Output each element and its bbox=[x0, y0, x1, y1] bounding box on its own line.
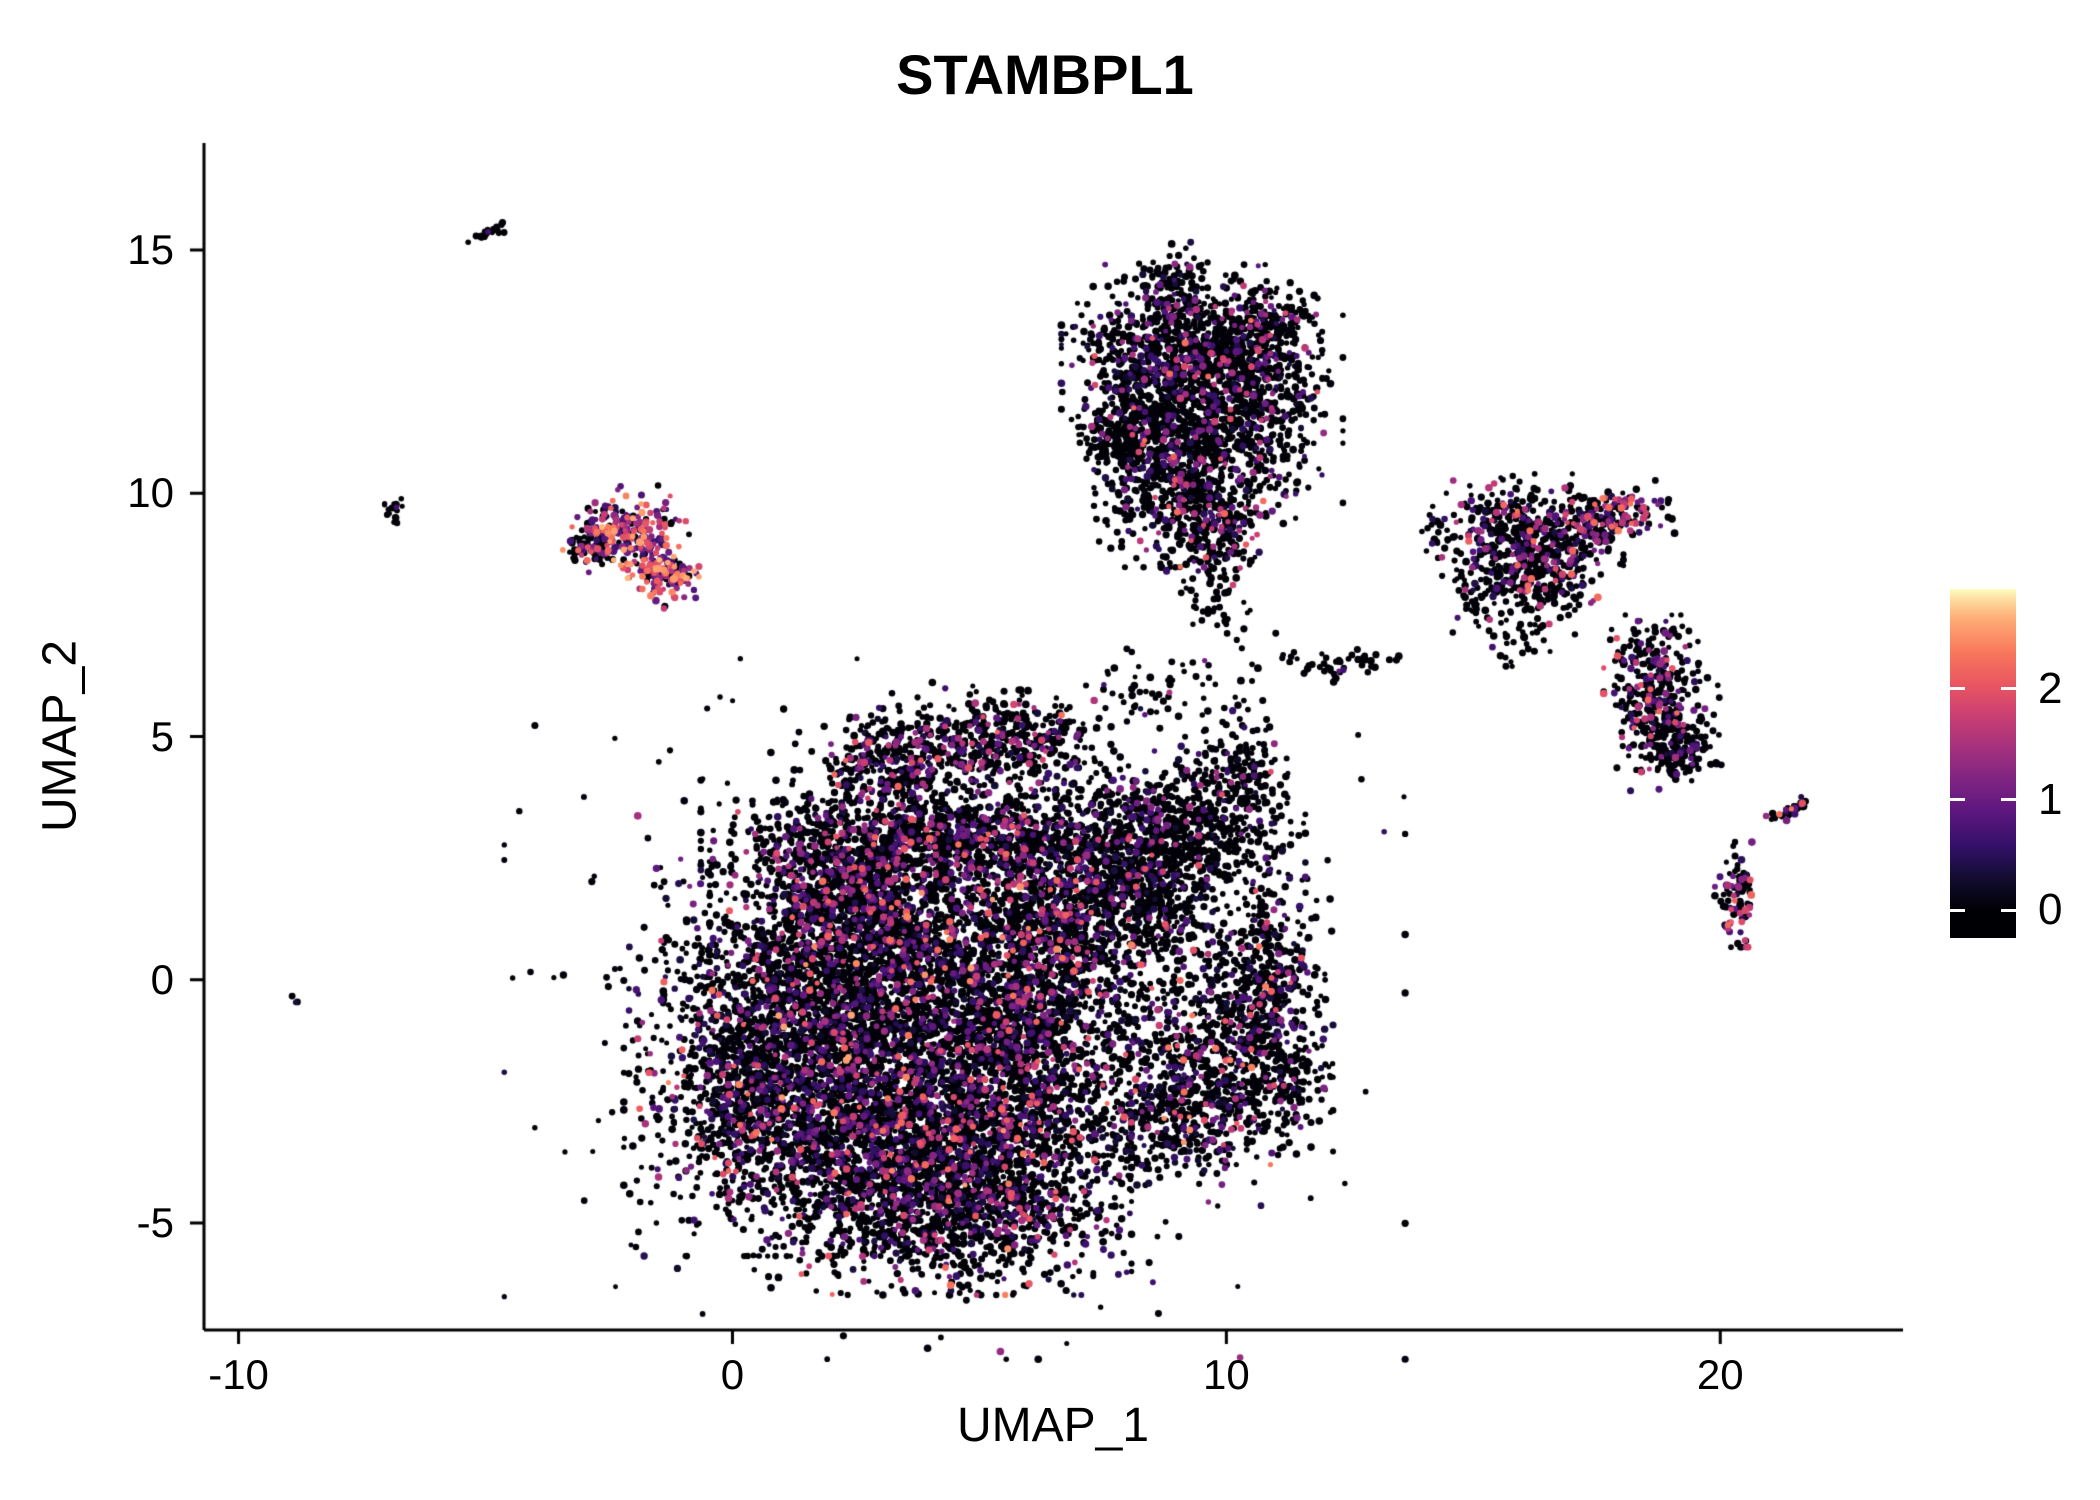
colorbar-tick-mark bbox=[2001, 687, 2016, 691]
y-tick-label: 0 bbox=[150, 955, 174, 1003]
colorbar-tick-mark bbox=[1950, 687, 1965, 691]
colorbar-tick-label: 2 bbox=[2038, 663, 2063, 713]
y-tick-label: 15 bbox=[127, 226, 174, 274]
colorbar-gradient bbox=[1950, 589, 2016, 938]
colorbar-tick-mark bbox=[1950, 908, 1965, 912]
x-tick-label: 20 bbox=[1696, 1351, 1744, 1398]
y-tick-label: 5 bbox=[150, 712, 174, 760]
colorbar-tick-mark bbox=[2001, 798, 2016, 801]
x-tick-label: 10 bbox=[1203, 1351, 1250, 1398]
x-axis-label: UMAP_1 bbox=[956, 1399, 1150, 1452]
x-tick-label: -10 bbox=[208, 1351, 269, 1398]
colorbar-tick-label: 0 bbox=[2038, 885, 2063, 935]
colorbar-tick-mark bbox=[2001, 908, 2016, 912]
x-tick-label: 0 bbox=[720, 1351, 745, 1398]
y-tick-label: -5 bbox=[136, 1198, 174, 1246]
y-tick-label: 10 bbox=[127, 469, 174, 517]
colorbar-tick-label: 1 bbox=[2038, 774, 2063, 824]
colorbar-tick-mark bbox=[1950, 798, 1965, 801]
plot-title: STAMBPL1 bbox=[896, 43, 1194, 106]
